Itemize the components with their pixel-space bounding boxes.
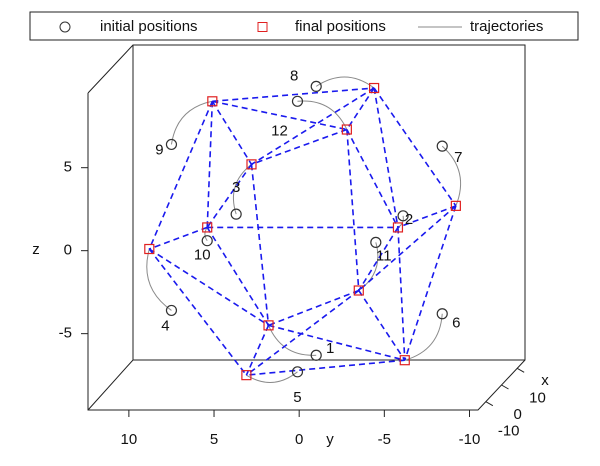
final-position (353, 285, 364, 296)
edge (268, 324, 405, 361)
legend-label: initial positions (100, 18, 198, 35)
final-position (246, 159, 257, 170)
edge (346, 87, 375, 130)
point-label: 2 (405, 211, 413, 228)
final-position (399, 355, 410, 366)
edge (148, 100, 214, 250)
edge (148, 248, 248, 376)
initial-position (436, 308, 448, 320)
x-axis-label: x (541, 372, 549, 389)
box-back-edge (87, 359, 525, 411)
trajectory (204, 227, 208, 241)
x-tick (485, 401, 494, 407)
edge (268, 289, 360, 327)
legend-marker (257, 22, 268, 32)
final-position (450, 200, 461, 211)
point-label: 7 (454, 149, 462, 166)
final-position (144, 243, 155, 255)
trajectory (268, 325, 317, 356)
edge (206, 163, 253, 228)
trajectory (315, 76, 375, 89)
edge (251, 128, 348, 166)
legend-box (29, 11, 579, 41)
edge (251, 87, 375, 166)
point-label: 5 (293, 389, 301, 406)
y-tick-label: 0 (295, 431, 303, 448)
edge (250, 164, 270, 326)
initial-position (165, 304, 178, 317)
point-label: 8 (290, 67, 298, 84)
final-position (241, 370, 252, 381)
initial-position (310, 80, 322, 92)
initial-position (291, 366, 304, 378)
trajectory (441, 145, 462, 207)
y-tick-label: 5 (210, 431, 218, 448)
point-label: 12 (271, 122, 288, 139)
initial-position (291, 95, 304, 107)
edge (206, 227, 270, 326)
point-label: 10 (194, 247, 211, 264)
edge (212, 87, 375, 103)
final-position (202, 222, 213, 233)
edge (245, 289, 360, 376)
z-axis-label: z (32, 241, 40, 258)
point-label: 4 (161, 317, 169, 334)
edge (397, 205, 457, 229)
y-tick-label: -10 (459, 431, 481, 448)
x-tick-label: 10 (529, 389, 546, 406)
edge (346, 129, 360, 291)
initial-position (310, 349, 322, 361)
edge (246, 359, 405, 376)
x-tick (516, 367, 525, 373)
z-tick-label: 0 (64, 242, 72, 259)
initial-position (436, 140, 448, 152)
final-position (369, 82, 380, 94)
trajectory (297, 100, 348, 130)
edge (148, 248, 269, 327)
point-label: 3 (232, 179, 240, 196)
point-label: 1 (326, 340, 334, 357)
y-tick-label: -5 (378, 431, 391, 448)
legend-marker (59, 21, 71, 33)
y-tick-label: 10 (121, 431, 138, 448)
point-label: 6 (452, 315, 460, 332)
y-axis-label: y (326, 431, 334, 448)
trajectory (170, 100, 213, 145)
edge (212, 100, 348, 131)
x-tick-label: 0 (514, 406, 522, 423)
x-tick-label: -10 (498, 423, 520, 440)
point-label: 11 (376, 247, 392, 264)
edge (358, 227, 399, 291)
edge (373, 87, 399, 228)
initial-position (165, 138, 178, 151)
initial-position (370, 236, 382, 248)
edge (397, 227, 406, 361)
edge (211, 100, 253, 165)
edge (149, 226, 208, 250)
initial-position (230, 208, 242, 220)
final-position (341, 124, 352, 135)
final-position (392, 222, 404, 233)
edge (358, 290, 406, 361)
edge (245, 325, 270, 376)
trajectory (146, 248, 172, 311)
edge (404, 205, 457, 361)
final-position (263, 320, 274, 331)
final-position (207, 96, 218, 107)
edge (358, 205, 457, 292)
initial-position (397, 210, 409, 222)
trajectory (404, 313, 443, 361)
edge (206, 101, 214, 228)
legend-label: trajectories (470, 18, 543, 35)
x-tick (501, 384, 509, 390)
edge (373, 87, 457, 207)
z-tick-label: 5 (64, 159, 72, 176)
edge (346, 129, 399, 228)
z-tick-label: -5 (59, 325, 72, 342)
point-label: 9 (155, 141, 163, 158)
trajectory (358, 242, 379, 291)
initial-position (201, 235, 213, 247)
legend-label: final positions (295, 18, 386, 35)
